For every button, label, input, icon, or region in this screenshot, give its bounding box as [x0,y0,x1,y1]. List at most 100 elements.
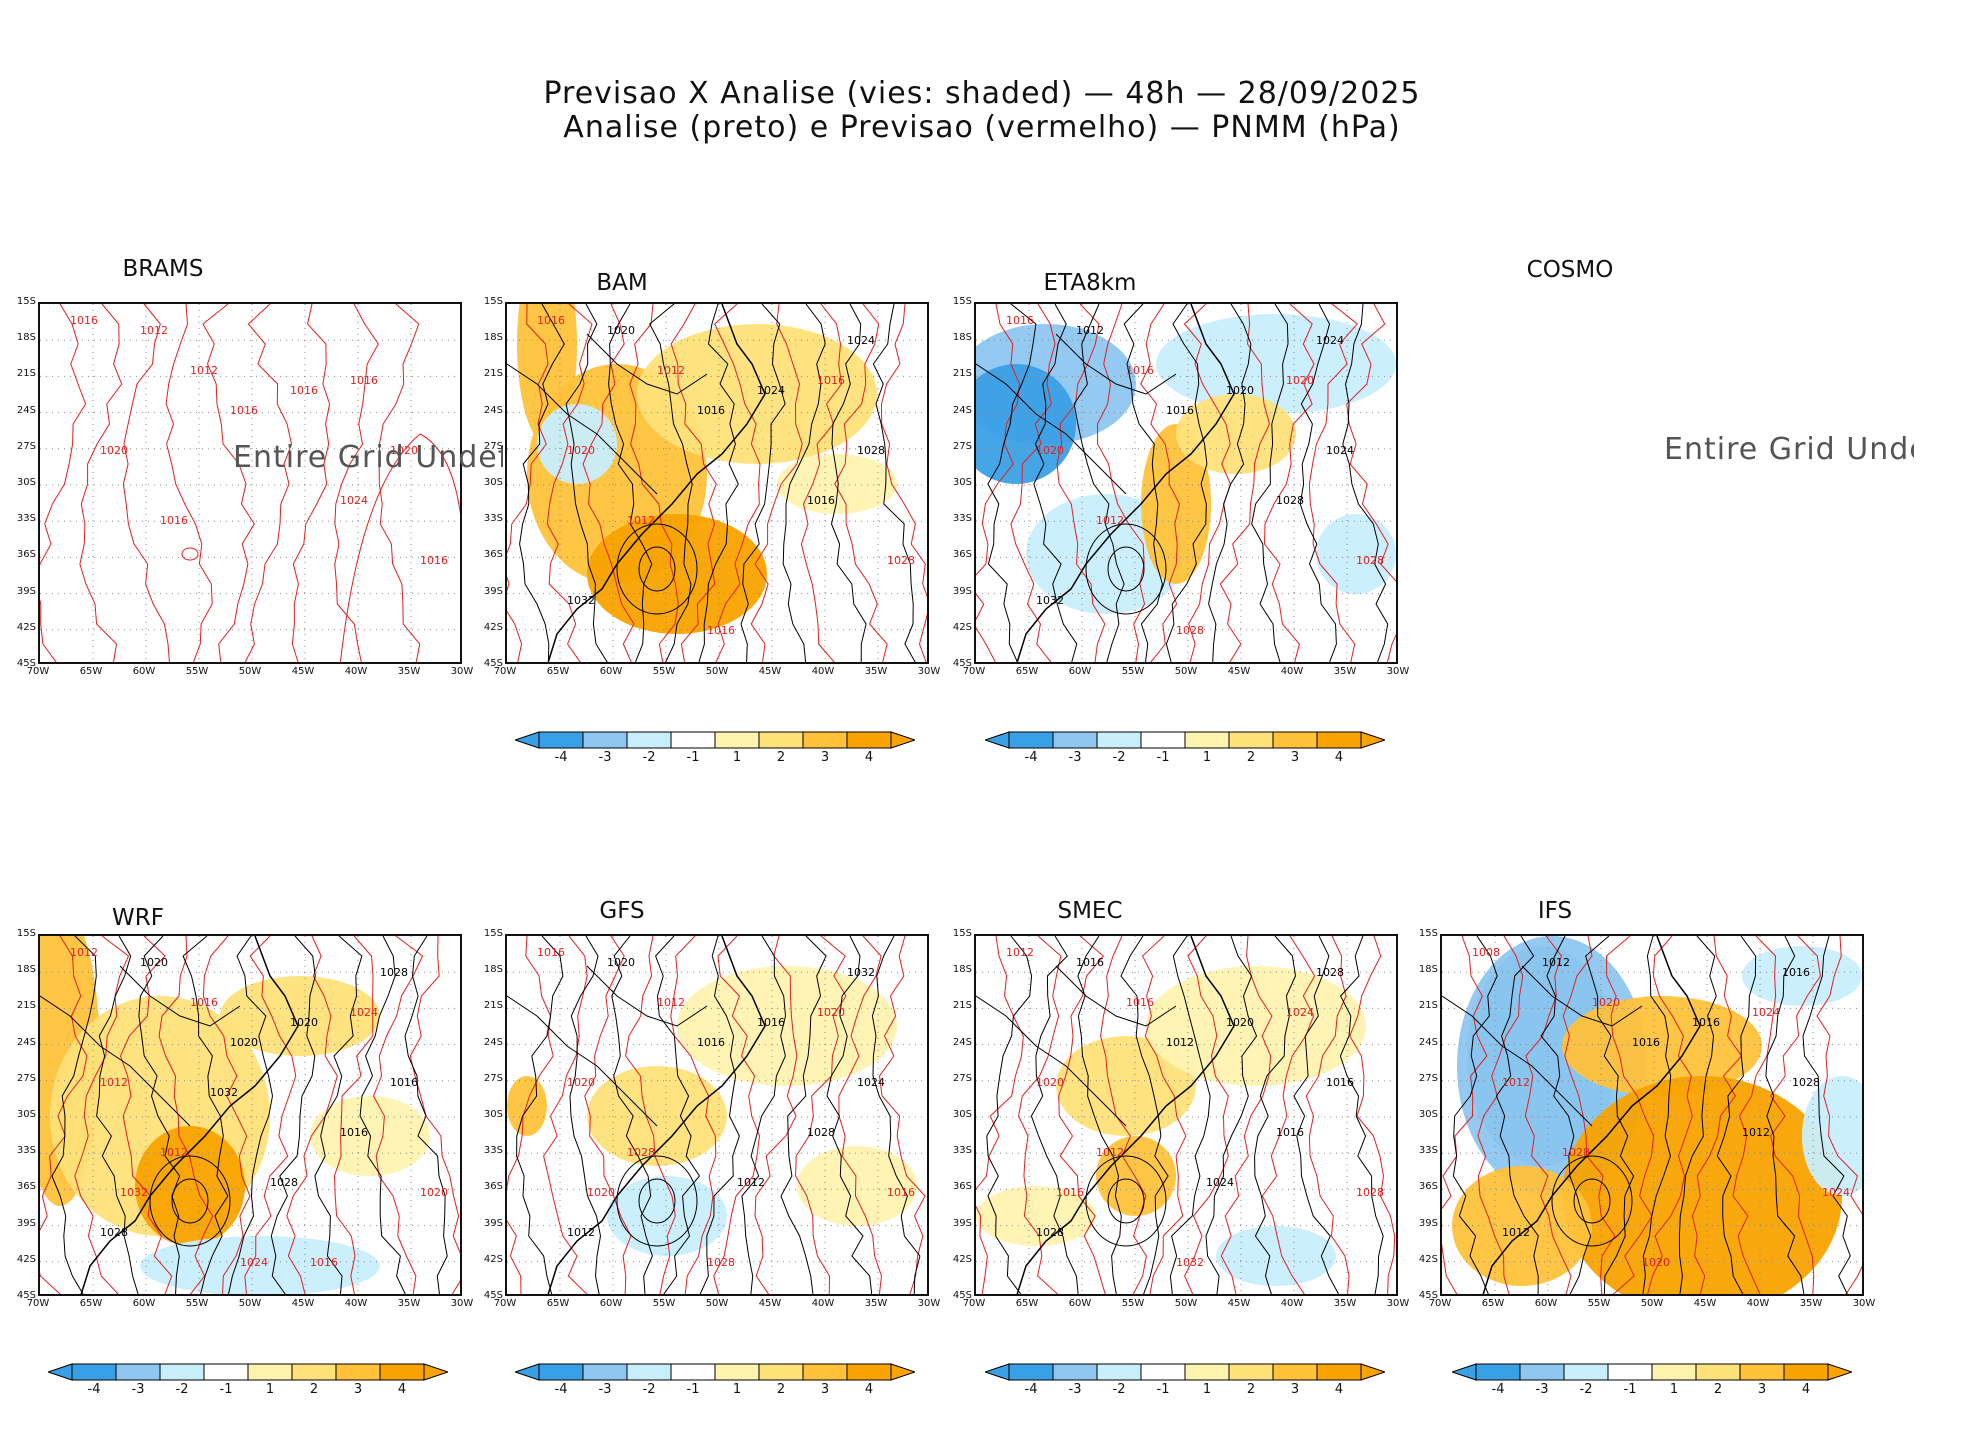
lat-tick-label: 36S [16,1181,36,1193]
contour-label: 1016 [1126,364,1154,377]
lat-tick-label: 30S [16,477,36,488]
lat-tick-label: 18S [483,964,503,976]
lon-tick-label: 65W [546,1298,570,1309]
lat-tick-label: 30S [483,477,503,488]
forecast-contour [378,304,421,662]
colorbar-arrow-right [423,1363,448,1381]
contour-label: 1020 [1036,1076,1064,1089]
lat-tick-label: 27S [952,1072,972,1084]
forecast-contour [1442,936,1488,1294]
contour-label: 1016 [420,554,448,567]
colorbar-swatch [538,1363,584,1381]
lat-tick-label: 33S [952,1145,972,1157]
colorbar-arrow-left [48,1363,73,1381]
forecast-contour [713,936,761,1294]
lat-tick-label: 45S [483,1290,503,1301]
map-canvas: 1016 1012 1016 1016 1020 1020 1020 1024 1012 1028… [976,304,1396,662]
coastline [547,304,766,662]
forecast-contour [339,433,460,662]
lat-tick-label: 45S [952,1290,972,1301]
lon-tick-label: 30W [917,666,941,677]
panel-title-cosmo: COSMO [1526,257,1614,283]
bias-shading [1156,314,1396,414]
contour-label: 1020 [817,1006,845,1019]
map-canvas: 1012 1016 1016 1012 1020 1020 1024 1016 1012 1016… [976,936,1396,1294]
lat-tick-label: 39S [483,1217,503,1229]
map-canvas: 1016 1020 1012 1016 1020 1024 1016 1028 1012 1016… [507,304,927,662]
colorbar-swatch [1184,1363,1230,1381]
colorbar-swatch [626,731,672,749]
colorbar-label: -3 [1535,1382,1549,1397]
colorbar-label: -1 [219,1382,233,1397]
lat-tick-label: 18S [16,332,36,344]
colorbar-arrow-right [1360,1363,1385,1381]
colorbar-label: 2 [776,1382,786,1397]
forecast-contour [1261,936,1316,1294]
colorbar: -4 -3 -2 -1 1 2 3 4 [515,730,915,770]
forecast-contour [291,304,331,662]
lon-tick-label: 55W [1587,1298,1611,1309]
lon-tick-label: 60W [599,666,623,677]
analysis-contour [1169,936,1211,1294]
analysis-contour [830,304,867,662]
contour-label: 1020 [567,444,595,457]
analysis-contour [1254,936,1297,1294]
colorbar: -4 -3 -2 -1 1 2 3 4 [1452,1362,1852,1402]
colorbar-swatch [670,731,716,749]
analysis-contour [698,304,739,662]
contour-label: 1012 [1076,324,1104,337]
colorbar-swatch [1519,1363,1565,1381]
colorbar-label: 2 [1713,1382,1723,1397]
analysis-contour [1765,936,1805,1294]
colorbar-label: 3 [1290,1382,1300,1397]
lon-tick-label: 35W [864,1298,888,1309]
colorbar-label: -1 [686,750,700,765]
contour-label: 1008 [1472,946,1500,959]
analysis-contour [782,304,826,662]
forecast-contour [1308,304,1359,662]
colorbar-arrow-left [515,731,540,749]
contour-label: 1012 [627,514,655,527]
lon-tick-label: 45W [1227,666,1251,677]
country-border [507,965,708,1127]
colorbar-label: 1 [1202,1382,1212,1397]
analysis-contour [1339,936,1384,1294]
contour-label: 1016 [537,946,565,959]
bias-shading [537,404,617,484]
analysis-contour [987,304,1037,662]
colorbar-label: 2 [1246,1382,1256,1397]
map-smec: 1012 1016 1016 1012 1020 1020 1024 1016 1012 1016… [974,934,1398,1296]
colorbar-swatch [1052,1363,1098,1381]
lon-tick-label: 50W [705,1298,729,1309]
forecast-contour [1691,936,1743,1294]
forecast-contour [1018,936,1062,1294]
colorbar-swatch [1316,731,1362,749]
forecast-contour [1647,936,1693,1294]
contour-label: 1028 [1276,494,1304,507]
lat-tick-label: 27S [483,440,503,452]
lat-tick-label: 18S [1418,964,1438,976]
analysis-contour [1107,1178,1145,1224]
forecast-contour [834,304,888,662]
lat-tick-label: 39S [1418,1217,1438,1229]
lon-tick-label: 65W [79,666,103,677]
forecast-contour [202,304,255,662]
analysis-contour [608,304,653,662]
forecast-contour [244,936,297,1294]
colorbar-swatch [247,1363,293,1381]
colorbar-swatch [802,1363,848,1381]
lon-tick-label: 70W [26,666,50,677]
colorbar-label: -3 [598,1382,612,1397]
forecast-contour [40,936,88,1294]
forecast-contour [750,304,803,662]
lon-tick-label: 30W [1386,1298,1410,1309]
contour-label: 1016 [1326,1076,1354,1089]
forecast-contour [1524,936,1572,1294]
contour-label: 1016 [230,404,258,417]
lon-tick-label: 45W [291,666,315,677]
analysis-contour [171,1178,209,1224]
contour-label: 1016 [1126,996,1154,1009]
lon-tick-label: 60W [1068,666,1092,677]
lat-tick-label: 27S [483,1072,503,1084]
contour-label: 1028 [857,444,885,457]
